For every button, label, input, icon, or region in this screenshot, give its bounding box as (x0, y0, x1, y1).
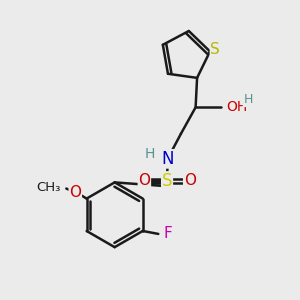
Text: S: S (162, 172, 172, 190)
Text: N: N (161, 150, 174, 168)
Text: CH₃: CH₃ (37, 181, 61, 194)
Text: O: O (184, 173, 196, 188)
Text: O: O (69, 184, 81, 200)
Text: H: H (243, 94, 253, 106)
Text: OH: OH (226, 100, 248, 114)
Text: S: S (210, 43, 220, 58)
Text: F: F (163, 226, 172, 242)
Text: H: H (145, 147, 155, 161)
Text: O: O (138, 173, 150, 188)
